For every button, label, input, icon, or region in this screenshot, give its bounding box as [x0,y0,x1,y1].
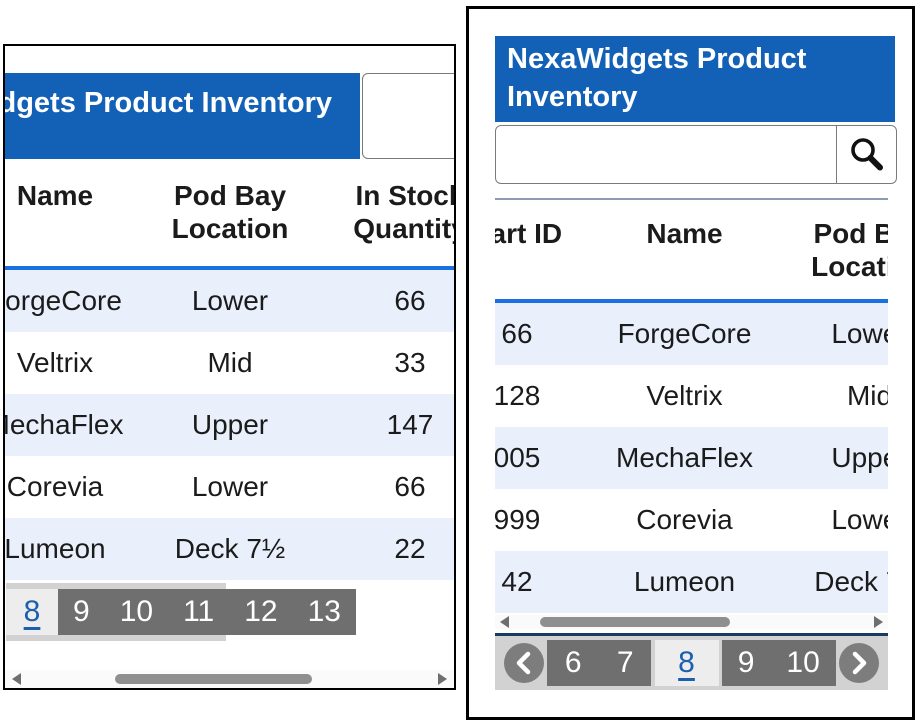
cell-name: ForgeCore [5,285,122,316]
cell-in-stock-quantity: 33 [394,347,426,378]
cell-pod-bay-location: Deck 7½ [174,533,286,564]
next-page-button[interactable] [839,643,879,683]
column-header: Part ID [495,218,563,249]
chevron-left-icon [516,651,531,675]
cell-in-stock-quantity: 66 [394,471,426,502]
search-input[interactable] [496,126,836,183]
cell-name: Lumeon [4,533,106,564]
current-page-button[interactable]: 8 [6,589,58,635]
search-input[interactable] [363,74,454,158]
cell-name: Lumeon [633,566,736,597]
cell-name: ForgeCore [617,318,752,349]
cell-pod-bay-location: Lower [831,318,888,349]
cell-part-id: 66 [501,318,533,349]
cell-pod-bay-location: Lower [831,504,888,535]
page-button[interactable]: 10 [786,646,820,679]
search-button[interactable] [837,126,896,183]
scrollbar-thumb[interactable] [115,674,312,684]
cell-part-id: 005 [495,442,541,473]
cell-part-id: 999 [495,504,541,535]
page-button[interactable]: 9 [73,595,90,628]
cell-pod-bay-location: Deck 7½ [814,566,888,597]
cell-name: Corevia [6,471,104,502]
page-button[interactable]: 9 [737,646,755,679]
title-bar: NexaWidgets Product Inventory [5,73,454,159]
table-row: 66ForgeCoreLower66 [5,270,454,332]
cell-in-stock-quantity: 66 [394,285,426,316]
search-divider [836,126,837,183]
search-box [362,73,454,159]
pagination: 8 9 10 11 12 13 [5,583,454,643]
search-icon [850,137,883,170]
page-button[interactable]: 7 [616,646,634,679]
table-row: 999CoreviaLower66 [5,456,454,518]
cell-part-id: 42 [501,566,533,597]
column-header: Name [646,218,723,249]
table-row: 128VeltrixMid33 [495,365,888,427]
page-content: NexaWidgets Product Inventory Part ID Nam… [469,9,912,690]
page-title: NexaWidgets Product Inventory [495,36,895,122]
left-viewport-panel: NexaWidgets Product Inventory Part IDNam… [3,44,456,690]
cell-name: MechaFlex [5,409,124,440]
scroll-left-arrow-icon[interactable] [12,673,21,685]
scrollbar-thumb[interactable] [540,617,730,627]
cell-in-stock-quantity: 147 [386,409,434,440]
scroll-left-arrow-icon[interactable] [500,616,509,628]
table-row: 999CoreviaLower66 [495,489,888,551]
cell-name: Veltrix [16,347,94,378]
cell-name: Corevia [636,504,733,535]
page-button[interactable]: 10 [119,595,154,628]
page-buttons: 9 10 11 12 13 [58,589,356,635]
cell-pod-bay-location: Mid [846,380,888,411]
scrolled-page-content: NexaWidgets Product Inventory Part IDNam… [4,73,456,643]
table-row: 005MechaFlexUpper147 [495,427,888,489]
header-rule [495,198,888,200]
cell-pod-bay-location: Lower [191,285,269,316]
cell-in-stock-quantity: 22 [394,533,426,564]
chevron-right-icon [852,651,867,675]
previous-page-button[interactable] [504,643,544,683]
right-viewport-panel: NexaWidgets Product Inventory Part ID Nam… [466,6,915,720]
page-title: NexaWidgets Product Inventory [5,73,360,159]
page-button[interactable]: 6 [564,646,582,679]
column-header: In Stock Quantity [353,180,456,244]
table-row: 005MechaFlexUpper147 [5,394,454,456]
cell-pod-bay-location: Mid [207,347,253,378]
cell-name: Veltrix [646,380,723,411]
horizontal-scrollbar[interactable] [5,670,454,688]
page-buttons: 9 10 [721,640,836,686]
scroll-right-arrow-icon[interactable] [438,673,447,685]
column-header: Pod Bay Location [811,218,888,282]
page-button[interactable]: 11 [183,595,215,628]
page-button[interactable]: 12 [244,595,278,628]
horizontal-scrollbar[interactable] [495,615,888,629]
current-page-button[interactable]: 8 [654,640,719,686]
scroll-right-arrow-icon[interactable] [874,616,883,628]
cell-part-id: 128 [495,380,541,411]
column-header: Name [16,180,94,211]
cell-pod-bay-location: Upper [191,409,269,440]
page-button[interactable]: 13 [307,595,341,628]
cell-pod-bay-location: Lower [191,471,269,502]
table-row: 128VeltrixMid33 [5,332,454,394]
column-header: Pod Bay Location [171,180,289,244]
cell-pod-bay-location: Upper [831,442,888,473]
search-box [495,125,897,184]
table-body: 66ForgeCoreLower66128VeltrixMid33005Mech… [495,303,888,613]
table-body: 66ForgeCoreLower66128VeltrixMid33005Mech… [4,270,454,580]
cell-name: MechaFlex [616,442,753,473]
table-row: 66ForgeCoreLower66 [495,303,888,365]
